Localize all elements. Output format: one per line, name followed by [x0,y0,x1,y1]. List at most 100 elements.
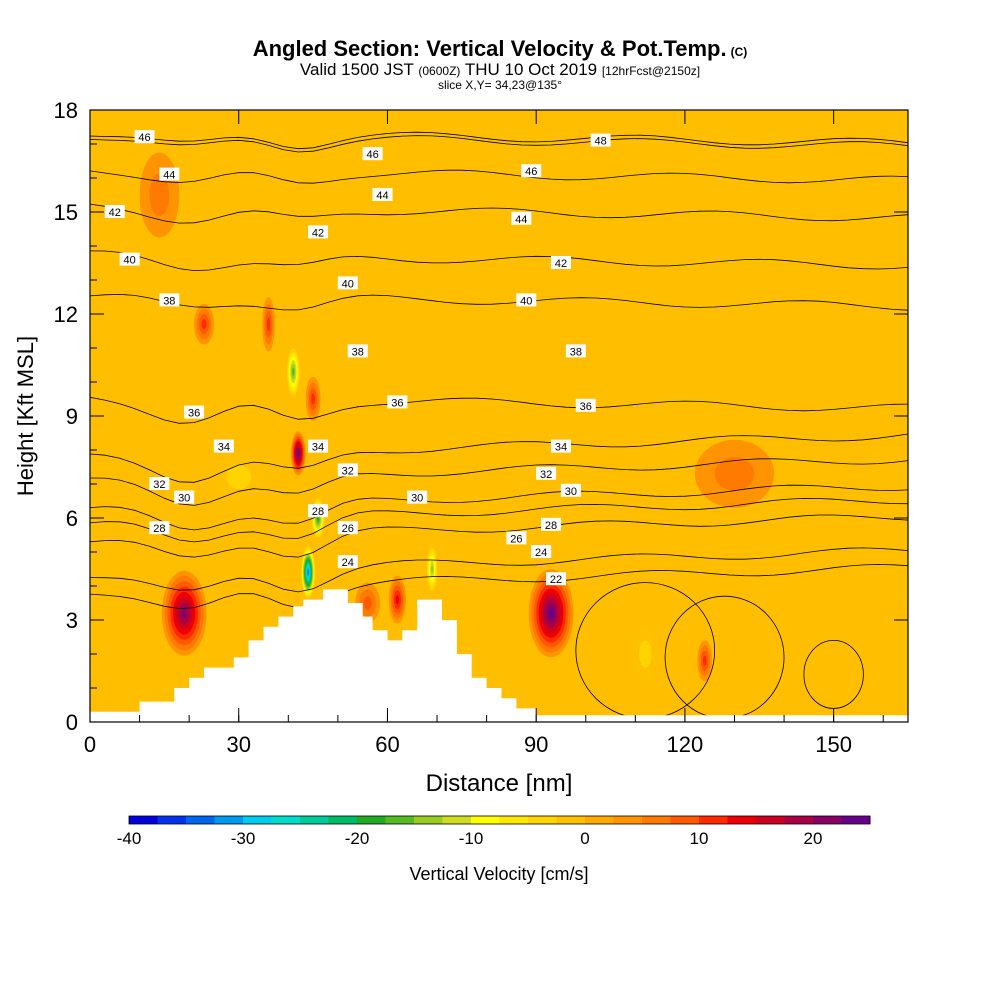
updraft-cell-contour [311,393,315,405]
isentrope-label: 30 [407,490,428,505]
isentrope-label: 46 [134,130,155,144]
downdraft-cell [425,543,439,595]
isentrope-line [90,514,908,558]
isentrope-label-text: 44 [515,214,527,226]
colorbar-swatch [471,816,500,824]
isentrope-label-text: 38 [163,295,175,307]
isentrope-label: 30 [560,483,581,498]
valid-time: Valid 1500 JST [299,60,414,79]
colorbar-swatch [727,816,757,824]
isentrope-line [90,433,908,483]
isentrope-label-text: 30 [565,486,577,498]
downdraft-cell-contour [431,564,434,574]
updraft-cell-contour [297,450,300,456]
isentrope-label-text: 26 [510,533,522,545]
isentrope-label-text: 36 [188,408,200,420]
isentrope-label-text: 44 [163,170,175,182]
isentrope-label-box [184,405,205,419]
isentrope-label-text: 28 [153,523,165,535]
colorbar-swatch [328,816,358,824]
isentrope-label-box [159,293,180,307]
isentrope-line [90,547,908,593]
updraft-cell [528,569,574,658]
isentrope-label-text: 42 [109,207,121,219]
isentrope-label-text: 36 [391,397,403,409]
colorbar-swatch [214,816,244,824]
isentrope-label-box [362,147,383,161]
isentrope-label-box [575,398,596,412]
isentrope-label-text: 42 [312,227,324,239]
isentrope-label: 26 [337,521,358,535]
downdraft-cell [213,453,264,502]
y-tick-label: 9 [66,404,78,429]
isentrope-label-text: 24 [535,547,547,559]
isentrope-label: 28 [541,517,562,532]
isentrope-label-text: 48 [595,136,607,148]
updraft-cell [388,575,407,624]
updraft-cell-contour [181,607,187,619]
isentrope-label: 46 [362,147,383,161]
colorbar-tick-label: 0 [580,829,589,848]
isentrope-label-text: 36 [580,401,592,413]
isentrope-label: 38 [565,344,586,358]
isentrope-label: 34 [308,439,329,454]
isentrope-label: 40 [516,293,537,307]
updraft-cell [290,431,306,476]
isentrope-label: 42 [104,205,125,219]
isentrope-label: 36 [575,398,596,413]
isentrope-label: 22 [546,572,567,586]
chart-subtitle: Valid 1500 JST (0600Z) THU 10 Oct 2019 [… [0,60,1000,80]
updraft-cell-contour [702,655,707,666]
isentrope-label-text: 34 [555,442,567,454]
updraft-cell-contour [149,173,170,217]
colorbar-swatch [442,816,472,824]
isentrope-label: 44 [159,167,180,182]
colorbar-swatch [585,816,614,824]
updraft-cell [262,297,275,352]
isentrope-label-text: 40 [124,255,136,267]
isentrope-line [90,564,908,610]
x-tick-label: 150 [815,732,852,757]
isentrope-label-text: 40 [342,278,354,290]
colorbar-swatch [186,816,215,824]
colorbar-tick-label: -20 [345,829,370,848]
updraft-cell-contour [201,319,207,330]
y-axis-label: Height [Kft MSL] [13,336,38,496]
isentrope-label-box [511,211,532,225]
isentrope-line [90,131,908,150]
colorbar: -40 -30 -20 -10 0 10 20 [117,815,871,848]
colorbar-swatch [357,816,386,824]
colorbar-swatch [300,816,329,824]
isentrope-label-text: 32 [153,479,165,491]
isentrope-label-box [149,477,170,490]
updraft-cell-contour [395,594,400,605]
isentrope-label: 26 [506,531,527,545]
isentrope-label: 40 [119,252,140,267]
isentrope-label: 24 [531,545,552,559]
isentrope-label-box [550,256,571,269]
updraft-cell [694,439,775,508]
isentrope-label: 46 [521,164,542,178]
isentrope-label-box [565,344,586,358]
isentrope-label: 30 [174,490,195,505]
isentrope-label-text: 30 [178,493,190,505]
isentrope-label-box [308,439,329,453]
colorbar-swatch [813,816,842,824]
x-tick-label: 0 [84,732,96,757]
terrain-mask [90,589,908,722]
isentrope-line [90,203,908,224]
isentrope-label-text: 46 [138,132,150,144]
isentrope-label: 34 [213,439,234,454]
isentrope-label-box [337,463,358,477]
isentrope-line [90,135,908,153]
downdraft-cell [300,545,316,600]
updraft-cell-contour [714,456,755,491]
isentrope-label-box [174,490,195,504]
isentrope-label-box [337,276,358,290]
updraft-cell-contour [266,317,271,332]
updraft-cell-contour [548,608,554,619]
chart-title-text: Angled Section: Vertical Velocity & Pot.… [252,36,727,61]
colorbar-swatch [499,816,529,824]
isentrope-label-text: 30 [411,493,423,505]
